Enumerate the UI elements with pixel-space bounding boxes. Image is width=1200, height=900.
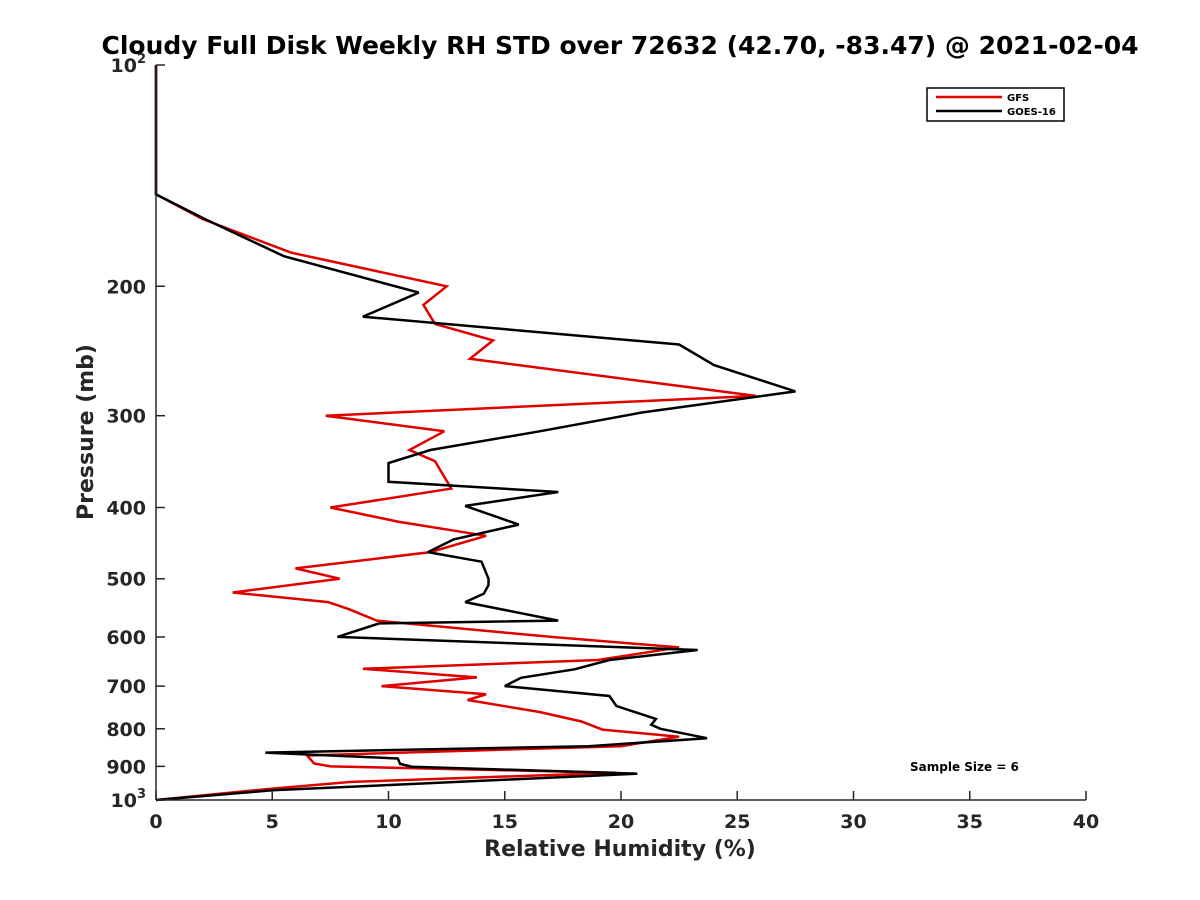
legend: GFS GOES-16 — [926, 87, 1065, 122]
legend-label-goes16: GOES-16 — [1007, 107, 1056, 118]
legend-label-gfs: GFS — [1007, 93, 1029, 104]
y-tick-label: 600 — [106, 627, 146, 649]
y-tick-label: 700 — [106, 676, 146, 698]
sample-size-annotation: Sample Size = 6 — [910, 760, 1019, 774]
x-tick-label: 5 — [266, 811, 279, 833]
x-tick-label: 40 — [1073, 811, 1099, 833]
series-line-goes16 — [154, 65, 796, 802]
x-tick-label: 10 — [375, 811, 401, 833]
x-tick-label: 35 — [957, 811, 983, 833]
y-tick-label: 900 — [106, 756, 146, 778]
y-tick-label: 200 — [106, 276, 146, 298]
plot-area: 0 5 10 15 20 25 30 35 40 102 200 300 400 500 600 700 80… — [106, 52, 1099, 833]
legend-box — [926, 87, 1065, 122]
x-axis-label: Relative Humidity (%) — [484, 837, 756, 862]
x-tick-label: 0 — [149, 811, 162, 833]
x-tick-label: 25 — [724, 811, 750, 833]
y-tick-label: 103 — [111, 787, 147, 812]
series-layer — [154, 65, 796, 802]
y-tick-label: 400 — [106, 498, 146, 520]
chart-title: Cloudy Full Disk Weekly RH STD over 7263… — [101, 31, 1138, 60]
y-tick-label: 300 — [106, 406, 146, 428]
x-axis-ticks: 0 5 10 15 20 25 30 35 40 — [149, 791, 1099, 833]
x-tick-label: 30 — [840, 811, 866, 833]
y-tick-label: 500 — [106, 569, 146, 591]
y-axis-ticks: 102 200 300 400 500 600 700 800 900 103 — [106, 52, 165, 812]
y-tick-label: 800 — [106, 719, 146, 741]
y-axis-label: Pressure (mb) — [74, 344, 99, 520]
x-tick-label: 15 — [492, 811, 518, 833]
x-tick-label: 20 — [608, 811, 634, 833]
y-tick-label: 102 — [111, 52, 147, 77]
